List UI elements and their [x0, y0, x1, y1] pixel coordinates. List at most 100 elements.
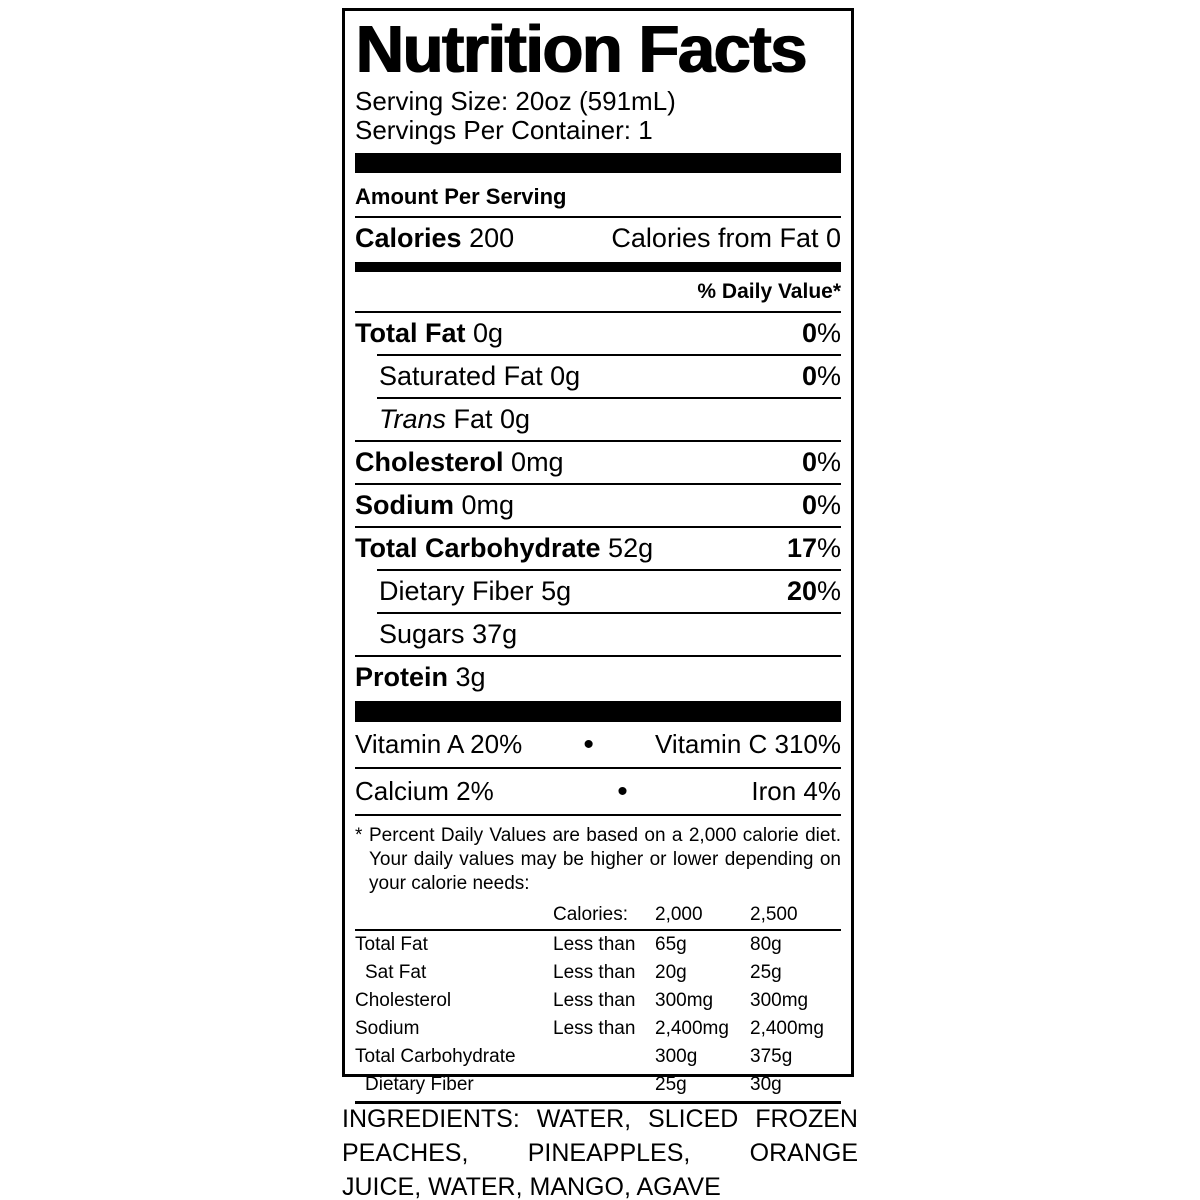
- nutrient-dv: 0%: [802, 447, 841, 478]
- dv-row-2500: 375g: [750, 1046, 793, 1067]
- divider-thin: [355, 311, 841, 313]
- percent-sign: %: [816, 361, 841, 391]
- nutrient-amount: 0g: [473, 318, 504, 348]
- nutrient-name: Cholesterol 0mg: [355, 447, 564, 478]
- percent-sign: %: [816, 576, 841, 606]
- dv-table-header: Calories: 2,000 2,500: [355, 901, 841, 929]
- bullet-icon: •: [617, 774, 628, 808]
- dv-number: 20: [786, 576, 817, 606]
- nutrient-amount: 0mg: [511, 447, 564, 477]
- divider-thin: [355, 929, 841, 931]
- ingredients: INGREDIENTS: WATER, SLICED FROZEN PEACHE…: [342, 1102, 858, 1200]
- nutrient-name: Sodium 0mg: [355, 490, 514, 521]
- nutrient-name: Total Carbohydrate 52g: [355, 533, 653, 564]
- nutrient-row-saturated-fat: Saturated Fat 0g 0%: [355, 356, 841, 397]
- dv-row-2500: 80g: [750, 934, 782, 955]
- divider-thin-indent: [377, 569, 841, 571]
- nutrient-amount: 0g: [550, 361, 581, 391]
- divider-thin-indent: [377, 354, 841, 356]
- nutrient-label: Protein: [355, 662, 449, 692]
- dv-row-qualifier: Less than: [553, 990, 636, 1011]
- dv-number: 0: [801, 490, 817, 520]
- dv-row-qualifier: Less than: [553, 962, 636, 983]
- dv-row-label: Sat Fat: [365, 962, 427, 983]
- dv-row-2000: 300g: [655, 1046, 698, 1067]
- dv-row-qualifier: [553, 1043, 655, 1071]
- divider-thin: [355, 526, 841, 528]
- dv-row-label: Dietary Fiber: [365, 1074, 474, 1095]
- dv-table-row-cholesterol: Cholesterol Less than 300mg 300mg: [355, 987, 841, 1015]
- bullet-icon: •: [583, 727, 594, 761]
- vitamin-a: Vitamin A 20%: [355, 729, 523, 759]
- ingredients-line: JUICE, WATER, MANGO, AGAVE: [342, 1173, 721, 1200]
- divider-thin: [355, 440, 841, 442]
- nutrient-row-protein: Protein 3g: [355, 657, 841, 698]
- nutrient-amount: 5g: [541, 576, 572, 606]
- servings-per-container: Servings Per Container: 1: [355, 115, 653, 145]
- vitamin-row-2: Calcium 2% • Iron 4%: [355, 769, 841, 814]
- dv-table-row-total-fat: Total Fat Less than 65g 80g: [355, 931, 841, 959]
- dv-row-label: Cholesterol: [355, 990, 452, 1011]
- iron: Iron 4%: [751, 776, 841, 806]
- dv-table-row-sat-fat: Sat Fat Less than 20g 25g: [355, 959, 841, 987]
- nutrient-row-dietary-fiber: Dietary Fiber 5g 20%: [355, 571, 841, 612]
- nutrient-name: Sugars 37g: [355, 619, 517, 650]
- nutrient-amount: 0mg: [461, 490, 515, 520]
- nutrition-label: Nutrition Facts Serving Size: 20oz (591m…: [342, 8, 854, 1104]
- dv-row-2000: 2,400mg: [655, 1018, 729, 1039]
- divider-thick-top: [355, 153, 841, 173]
- dv-row-label: Total Carbohydrate: [355, 1046, 516, 1067]
- nutrient-label: Total Fat: [355, 318, 466, 348]
- ingredients-line: PEACHES, PINEAPPLES, ORANGE: [342, 1139, 858, 1167]
- dv-row-label: Sodium: [355, 1018, 420, 1039]
- nutrient-dv: 20%: [787, 576, 841, 607]
- nutrient-amount: 52g: [608, 533, 654, 563]
- nutrient-name: Trans Fat 0g: [355, 404, 530, 435]
- dv-header-2500: 2,500: [750, 904, 798, 925]
- dv-number: 0: [801, 447, 817, 477]
- footnote-asterisk: *: [355, 825, 363, 846]
- percent-sign: %: [816, 533, 841, 563]
- dv-row-qualifier: Less than: [553, 1018, 636, 1039]
- calories-from-fat: Calories from Fat 0: [611, 223, 841, 253]
- nutrient-row-total-fat: Total Fat 0g 0%: [355, 313, 841, 354]
- percent-sign: %: [816, 318, 841, 348]
- dv-row-2000: 65g: [655, 934, 687, 955]
- divider-bottom: [355, 1101, 841, 1104]
- amount-per-serving-heading: Amount Per Serving: [355, 184, 567, 209]
- nutrient-name: Total Fat 0g: [355, 318, 503, 349]
- dv-row-2500: 25g: [750, 962, 782, 983]
- dv-row-qualifier: [553, 1071, 655, 1099]
- label-title: Nutrition Facts: [355, 12, 807, 87]
- daily-value-header: % Daily Value*: [697, 280, 841, 303]
- serving-size: Serving Size: 20oz (591mL): [355, 86, 676, 116]
- dv-header-blank: [355, 901, 553, 929]
- footnote-line: your calorie needs:: [369, 873, 530, 894]
- vitamin-c: Vitamin C 310%: [655, 729, 841, 759]
- calcium: Calcium 2%: [355, 776, 494, 806]
- nutrient-row-trans-fat: Trans Fat 0g: [355, 399, 841, 440]
- divider-thin: [355, 483, 841, 485]
- nutrient-amount: 3g: [455, 662, 486, 692]
- nutrient-name: Saturated Fat 0g: [355, 361, 580, 392]
- dv-row-2000: 25g: [655, 1074, 687, 1095]
- divider-thin-indent: [377, 397, 841, 399]
- dv-row-2500: 300mg: [750, 990, 809, 1011]
- nutrient-row-cholesterol: Cholesterol 0mg 0%: [355, 442, 841, 483]
- footnote-line: Your daily values may be higher or lower…: [369, 849, 841, 870]
- nutrient-amount: 37g: [472, 619, 518, 649]
- nutrient-label: Trans: [379, 404, 447, 434]
- footnote-line: Percent Daily Values are based on a 2,00…: [369, 825, 841, 846]
- nutrient-label: Dietary Fiber: [379, 576, 534, 606]
- percent-sign: %: [816, 490, 841, 520]
- dv-row-2000: 300mg: [655, 990, 714, 1011]
- dv-table-row-sodium: Sodium Less than 2,400mg 2,400mg: [355, 1015, 841, 1043]
- nutrient-label: Sugars: [379, 619, 465, 649]
- divider-medium: [355, 262, 841, 272]
- dv-row-2500: 30g: [750, 1074, 782, 1095]
- nutrient-row-total-carbohydrate: Total Carbohydrate 52g 17%: [355, 528, 841, 569]
- calories-label: Calories: [355, 223, 462, 253]
- nutrient-dv: 17%: [787, 533, 841, 564]
- calories-value: 200: [469, 223, 515, 253]
